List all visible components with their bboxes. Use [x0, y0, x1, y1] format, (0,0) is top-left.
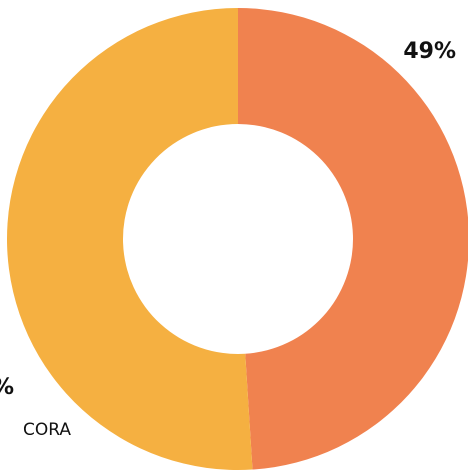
value-label: 51%: [0, 375, 14, 400]
category-label: CORA: [23, 420, 71, 440]
donut-slice: [6, 8, 253, 470]
value-label: 49%: [403, 39, 456, 64]
donut-slice: [238, 8, 468, 470]
